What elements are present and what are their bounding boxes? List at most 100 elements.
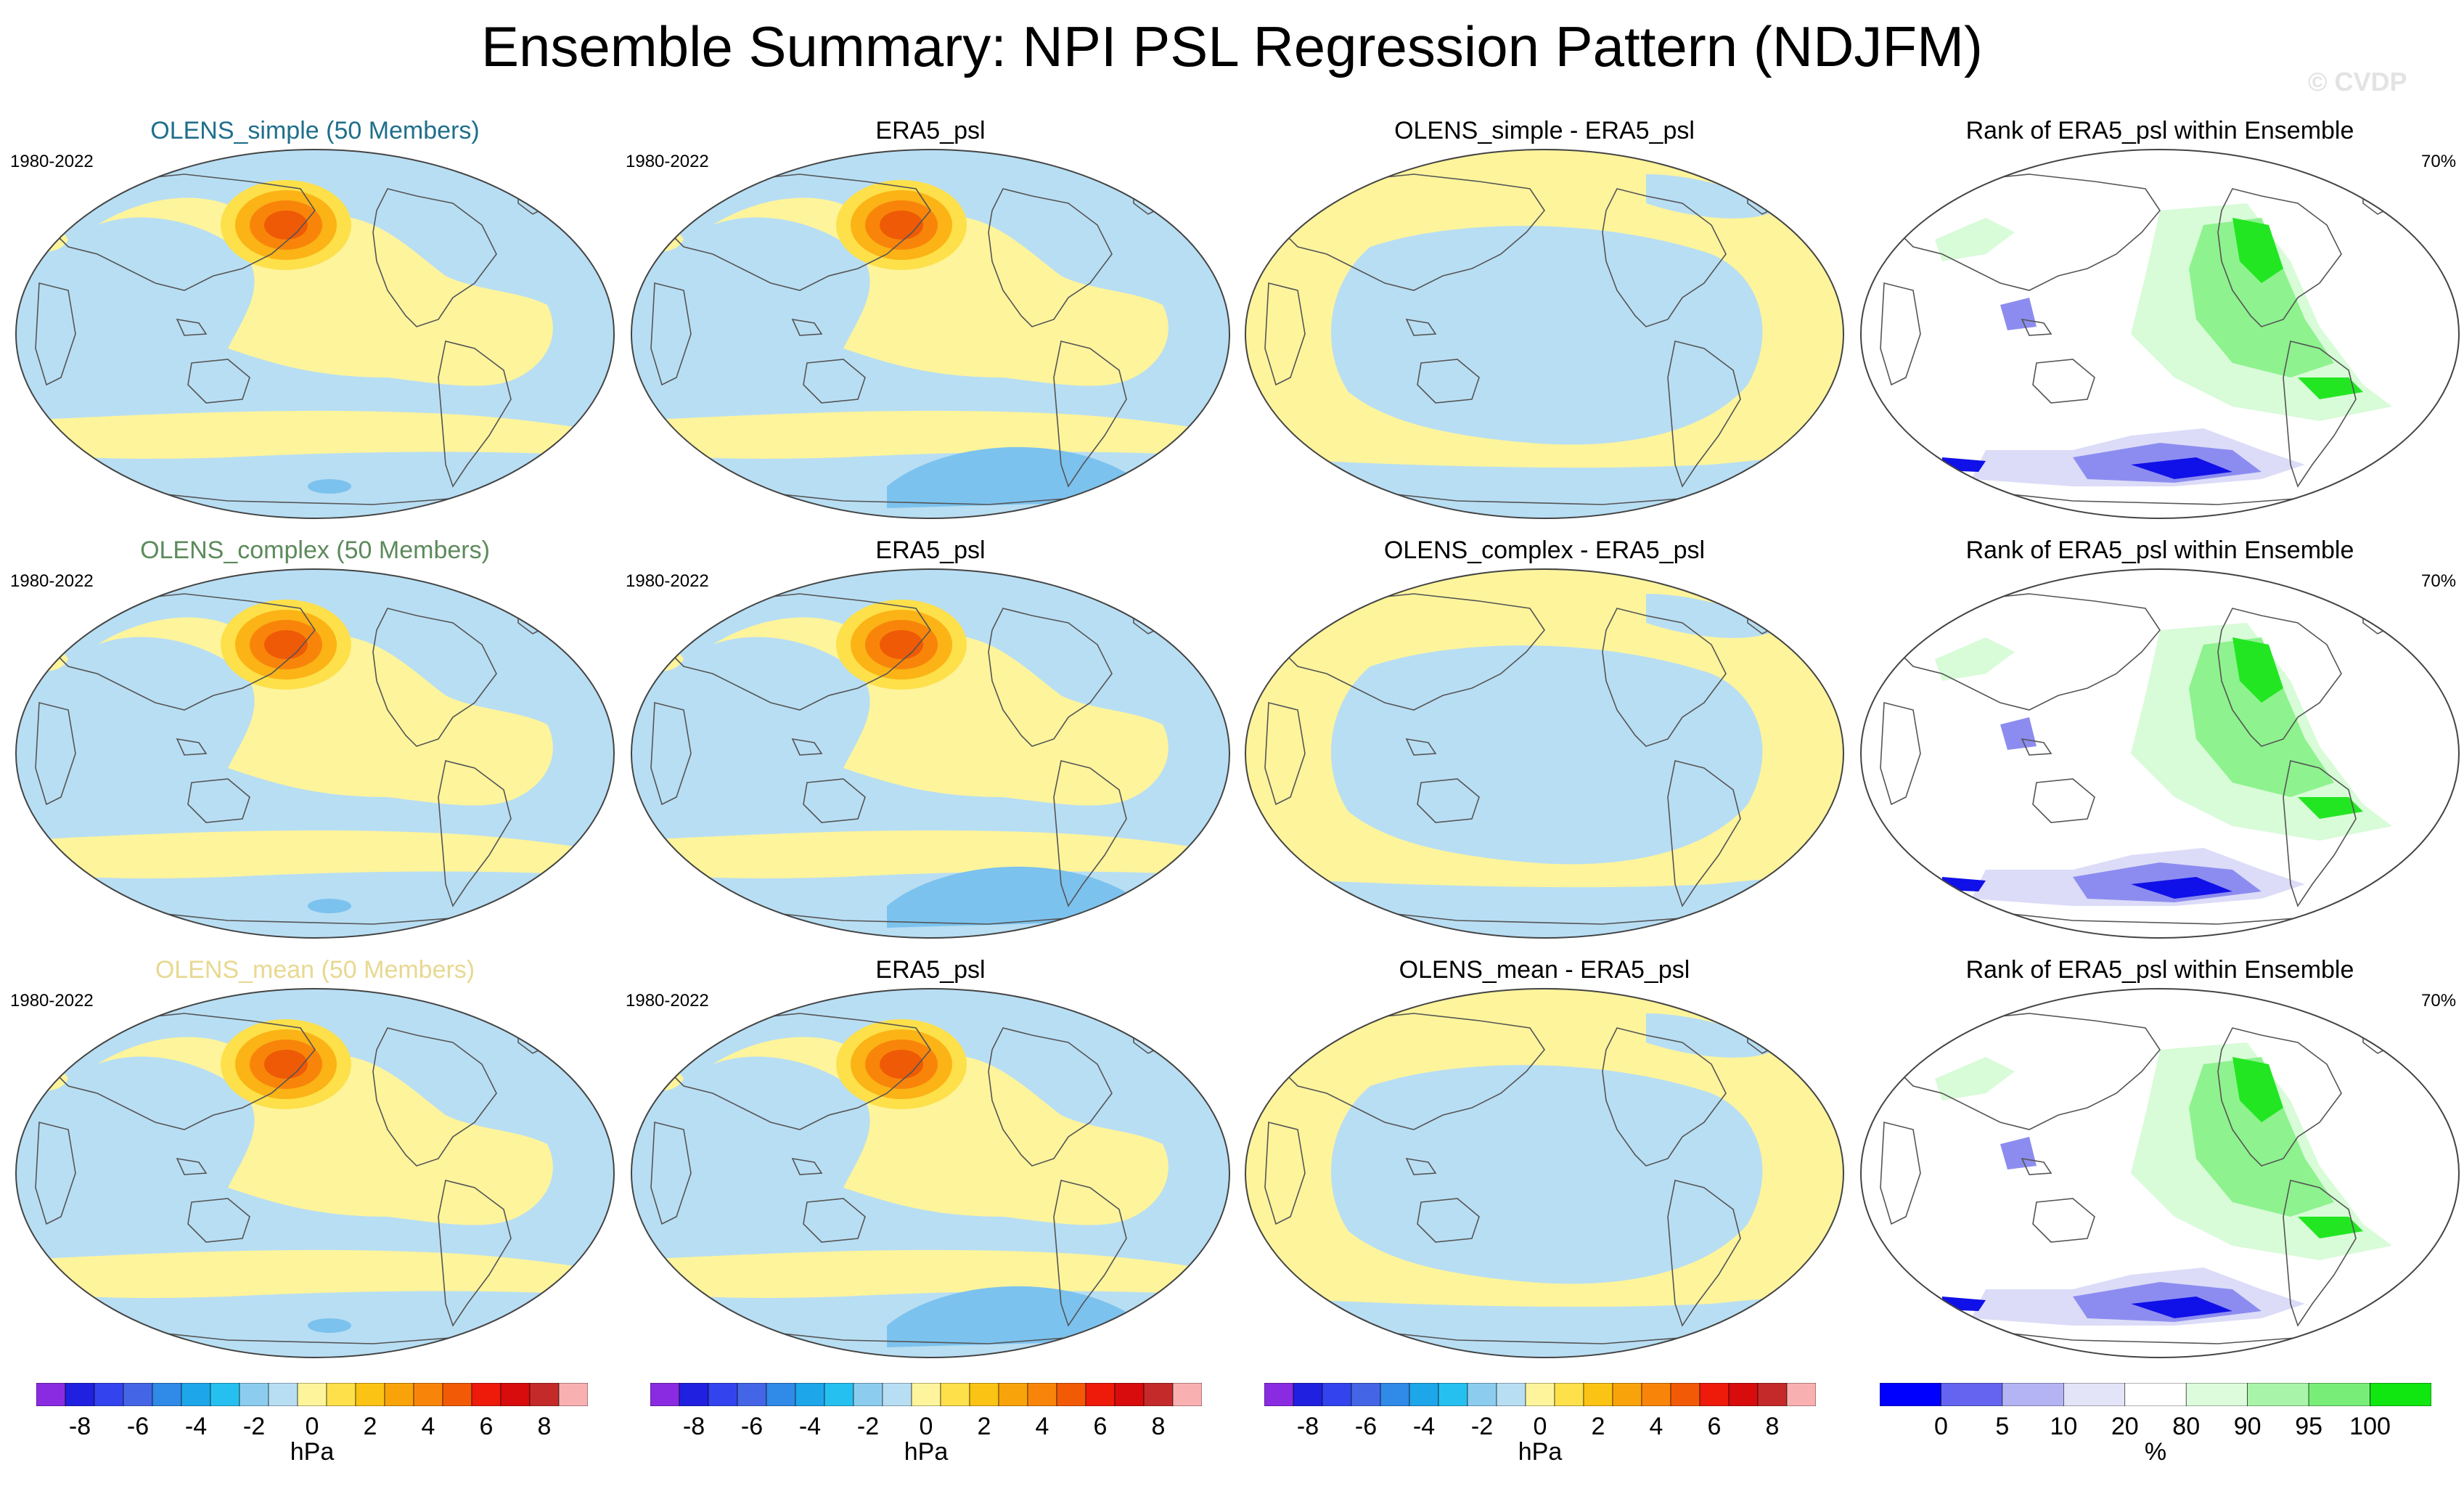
colorbar-tick-label: -8	[682, 1413, 705, 1440]
rank-green-strong-2	[2298, 377, 2363, 399]
coastline-4	[1417, 1198, 1480, 1243]
rank-green-mid	[2189, 637, 2334, 797]
rank-green-strong	[2232, 1057, 2283, 1122]
colorbar-swatch	[1293, 1383, 1323, 1406]
colorbar-swatch	[152, 1383, 182, 1406]
rank-green-mid	[2189, 1057, 2334, 1217]
coastline-2	[661, 173, 931, 291]
percent-label: 70%	[2421, 571, 2457, 591]
coastline-7	[2021, 1157, 2052, 1175]
coastline-7	[176, 318, 208, 336]
field-neg-arctic	[1646, 594, 1777, 638]
colorbar-swatch	[36, 1383, 66, 1406]
coastline-0	[2217, 188, 2342, 327]
field-pos-main	[713, 197, 1168, 386]
panel-title: Rank of ERA5_psl within Ensemble	[1965, 117, 2354, 144]
field-pos-main	[97, 197, 553, 386]
coastline-2	[1891, 593, 2161, 711]
colorbar-swatch	[1612, 1383, 1642, 1406]
coastline-4	[187, 778, 250, 823]
colorbar-swatch	[2185, 1383, 2248, 1406]
colorbar-swatch	[998, 1383, 1028, 1406]
map-border	[631, 568, 1230, 939]
coastline-7	[791, 318, 823, 336]
colorbar-swatch	[326, 1383, 356, 1406]
rank-green-west	[1935, 637, 2015, 681]
high-contour-3	[880, 211, 923, 240]
colorbar-swatch	[2063, 1383, 2126, 1406]
field-pos-south-band	[16, 830, 614, 878]
colorbar-swatch	[65, 1383, 95, 1406]
field-pos-main	[97, 617, 553, 806]
map-border	[1245, 568, 1844, 939]
map-panel-ens	[15, 568, 615, 939]
colorbar-swatch	[2124, 1383, 2187, 1406]
coastline-7	[176, 1157, 208, 1175]
panel-title: OLENS_mean - ERA5_psl	[1399, 956, 1690, 984]
colorbar-swatch	[297, 1383, 327, 1406]
colorbar-tick-label: -8	[1296, 1413, 1319, 1440]
colorbar-swatch	[1583, 1383, 1613, 1406]
field-neg-south-small	[308, 899, 351, 913]
colorbar-tick-label: 6	[479, 1413, 494, 1440]
colorbar-swatch	[940, 1383, 970, 1406]
years-label: 1980-2022	[626, 152, 709, 171]
colorbar-unit: hPa	[290, 1438, 335, 1466]
colorbar-swatch	[1056, 1383, 1086, 1406]
colorbar-unit: hPa	[904, 1438, 949, 1466]
coastline-4	[1417, 359, 1480, 404]
coastline-4	[803, 359, 866, 404]
coastline-0	[988, 1027, 1113, 1167]
field-pos-main	[713, 617, 1168, 806]
field-neg-south-small	[308, 1318, 351, 1333]
colorbar-tick-label: 8	[537, 1413, 552, 1440]
rank-green-strong-2	[2298, 1217, 2363, 1238]
panel-title: OLENS_complex (50 Members)	[140, 536, 490, 564]
map-panel-diff	[1245, 149, 1844, 519]
colorbar-unit: hPa	[1518, 1438, 1563, 1466]
field-pos-south-band	[631, 410, 1229, 459]
colorbar-tick-label: 6	[1093, 1413, 1108, 1440]
coastline-1	[438, 760, 512, 907]
high-contour-3	[264, 630, 308, 659]
coastline-4	[187, 1198, 250, 1243]
colorbar-swatch	[1172, 1383, 1202, 1406]
map-border	[631, 149, 1230, 519]
panel-title: Rank of ERA5_psl within Ensemble	[1965, 536, 2354, 564]
coastline-1	[1053, 760, 1127, 907]
coastline-3	[1264, 701, 1306, 806]
colorbar-swatch	[268, 1383, 298, 1406]
colorbar-swatch	[911, 1383, 941, 1406]
colorbar-swatch	[1264, 1383, 1294, 1406]
colorbar-tick-label: 8	[1765, 1413, 1780, 1440]
coastline-0	[1602, 608, 1727, 747]
coastline-4	[803, 1198, 866, 1243]
coastline-4	[187, 359, 250, 404]
high-contour-3	[264, 1050, 308, 1079]
colorbar	[36, 1383, 588, 1406]
colorbar-tick-label: -6	[126, 1413, 150, 1440]
colorbar-tick-label: 6	[1707, 1413, 1722, 1440]
field-neg-pacific	[1331, 226, 1763, 445]
field-pos-south-band	[16, 410, 614, 459]
coastline-1	[1053, 340, 1127, 488]
coastline-7	[791, 1157, 823, 1175]
years-label: 1980-2022	[626, 571, 709, 591]
colorbar-swatch	[1322, 1383, 1352, 1406]
coastline-1	[438, 1180, 512, 1327]
map-border	[1860, 988, 2460, 1358]
colorbar-tick-label: 90	[2233, 1413, 2262, 1440]
coastline-2	[46, 173, 316, 291]
colorbar-swatch	[1467, 1383, 1497, 1406]
colorbar-swatch	[1880, 1383, 1941, 1406]
map-border	[1245, 149, 1844, 519]
coastline-3	[650, 1121, 692, 1225]
map-border	[15, 568, 615, 939]
coastline-3	[650, 282, 692, 386]
colorbar-tick-label: 0	[305, 1413, 319, 1440]
colorbar-swatch	[94, 1383, 124, 1406]
page-title: Ensemble Summary: NPI PSL Regression Pat…	[480, 15, 1984, 78]
coastline-1	[2283, 760, 2357, 907]
colorbar-swatch	[766, 1383, 796, 1406]
colorbar-tick-label: -6	[740, 1413, 764, 1440]
